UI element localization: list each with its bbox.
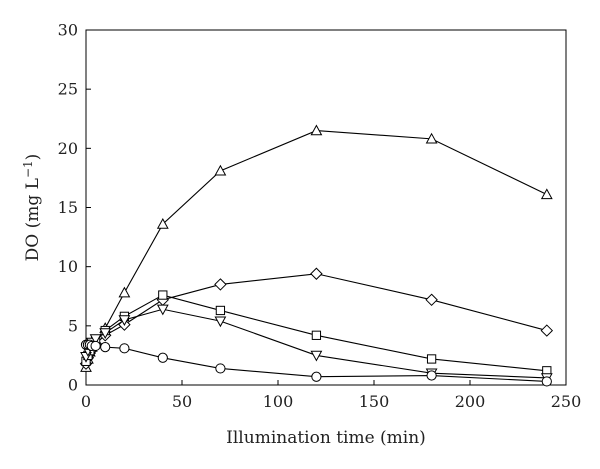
y-axis-label-main: DO (mg L [23,178,43,261]
data-point-triangle-down [99,328,112,340]
x-tick-label: 100 [263,392,294,411]
y-axis-label: DO (mg L−1) [21,154,43,262]
x-tick-label: 0 [81,392,91,411]
data-point-triangle-up [118,286,131,298]
y-tick-label: 15 [58,198,78,217]
series-line [85,308,547,379]
data-point-triangle-up [540,188,553,200]
data-point-triangle-up [156,217,169,229]
data-point-diamond [425,293,438,307]
series-line [85,273,547,364]
data-point-triangle-up [214,164,227,176]
data-point-triangle-up [310,124,323,136]
x-tick-label: 200 [455,392,486,411]
plot-area-frame [85,29,567,386]
y-axis-label-superscript: −1 [21,160,35,178]
y-tick-label: 5 [68,316,78,335]
data-point-circle [119,343,130,354]
data-point-triangle-down [310,350,323,362]
y-axis-label-close: ) [23,154,43,161]
y-tick-label: 25 [58,80,78,99]
y-tick-label: 20 [58,139,78,158]
y-axis-ticks: 0 5 10 15 20 25 30 [58,21,91,395]
data-point-circle [426,370,437,381]
data-point-circle [100,342,111,353]
data-point-triangle-down [156,304,169,316]
data-point-circle [541,376,552,387]
data-point-square [215,305,226,316]
data-point-square [426,354,437,364]
data-point-circle [90,340,101,352]
data-point-square [158,290,168,300]
y-tick-label: 0 [68,376,78,395]
data-point-triangle-down [214,316,227,328]
data-point-square [311,330,322,340]
x-axis-ticks: 0 50 100 150 200 250 [81,380,581,411]
x-tick-label: 250 [551,392,582,411]
series-circle [80,339,552,387]
data-point-diamond [540,324,554,337]
y-tick-label: 10 [58,257,78,276]
data-point-circle [215,363,226,374]
x-tick-label: 50 [172,392,192,411]
series-triangle-down [80,304,553,384]
data-point-circle [311,371,322,382]
series-layer [79,124,554,387]
data-point-triangle-down [89,334,102,345]
data-point-diamond [214,278,227,291]
x-tick-label: 150 [359,392,390,411]
data-point-diamond [310,267,323,280]
series-square [81,290,552,376]
y-tick-label: 30 [58,21,78,40]
data-point-triangle-up [425,132,438,144]
x-axis-label: Illumination time (min) [226,428,426,448]
data-point-triangle-down [118,315,131,327]
data-point-circle [157,352,168,363]
